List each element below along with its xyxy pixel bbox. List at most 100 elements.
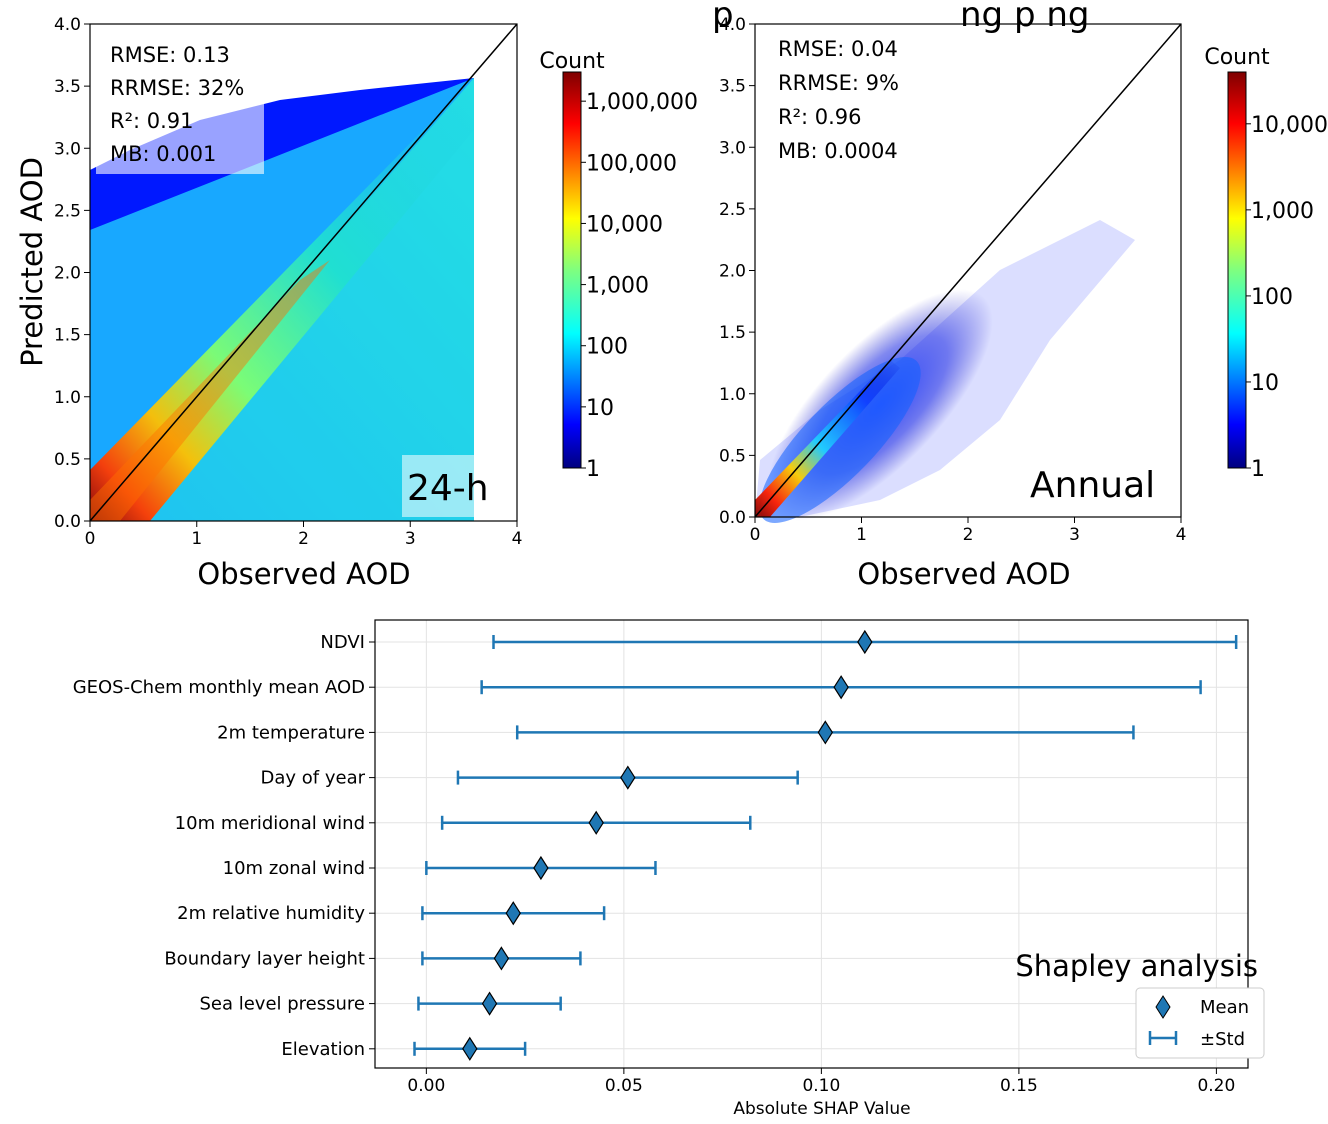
legend-label: ±Std xyxy=(1200,1029,1245,1050)
colorbar-24h-ticks: 1,000,000 100,000 10,000 1,000 100 10 1 xyxy=(581,90,698,482)
y-tick-label: 1.5 xyxy=(54,326,81,346)
x-tick-label: 2 xyxy=(963,525,974,545)
x-tick-label: 0 xyxy=(750,525,761,545)
shap-chart: 0.00 0.05 0.10 0.15 0.20 NDVI GEOS-Chem monthl… xyxy=(73,619,1265,1119)
colorbar-tick-label: 100 xyxy=(1251,285,1293,310)
y-tick-label: 2.5 xyxy=(54,201,81,221)
colorbar-tick-label: 100,000 xyxy=(586,151,677,176)
stat-line: RMSE: 0.04 xyxy=(778,37,898,61)
x-axis-label: Absolute SHAP Value xyxy=(733,1099,910,1119)
category-label: Day of year xyxy=(261,768,366,789)
x-axis-label: Observed AOD xyxy=(857,557,1070,591)
colorbar-tick-label: 100 xyxy=(586,335,628,360)
mean-marker xyxy=(833,675,849,700)
category-label: NDVI xyxy=(320,632,365,653)
x-axis-label: Observed AOD xyxy=(197,557,410,591)
stat-line: RMSE: 0.13 xyxy=(110,43,230,67)
stat-line: R²: 0.91 xyxy=(110,109,194,133)
stats-box-24h xyxy=(96,38,264,174)
heatmap-annual-ticks: 0 1 2 3 4 0.0 0.5 1.0 1.5 2.0 2.5 3.0 3.5 4.0 xyxy=(719,15,1186,545)
heatmap-24h: p 0 1 2 3 4 0.0 0.5 1.0 1.5 2.0 2.5 3.0 3.5 4.0 RMSE:… xyxy=(15,0,734,591)
mean-marker xyxy=(588,810,604,835)
y-tick-label: 2.5 xyxy=(719,200,746,220)
title-fragment: p xyxy=(712,0,734,35)
category-label: 2m temperature xyxy=(217,722,365,743)
y-tick-label: 3.5 xyxy=(54,77,81,97)
category-label: Sea level pressure xyxy=(199,994,365,1015)
mean-marker xyxy=(817,720,834,745)
x-tick-label: 0.15 xyxy=(1000,1076,1038,1096)
x-tick-label: 0.20 xyxy=(1197,1076,1235,1096)
panel-label: 24-h xyxy=(407,468,489,509)
y-tick-label: 3.5 xyxy=(719,77,746,97)
colorbar-title: Count xyxy=(539,49,605,74)
colorbar-annual xyxy=(1227,71,1247,469)
title-fragment: ng p ng xyxy=(960,0,1089,35)
y-tick-label: 1.5 xyxy=(719,323,746,343)
heatmap-24h-ticks: 0 1 2 3 4 0.0 0.5 1.0 1.5 2.0 2.5 3.0 3.5 4.0 xyxy=(54,15,522,549)
category-label: GEOS-Chem monthly mean AOD xyxy=(73,677,365,698)
stat-line: MB: 0.001 xyxy=(110,142,216,166)
colorbar-title: Count xyxy=(1204,45,1270,70)
label-box-24h xyxy=(402,455,474,517)
colorbar-tick-label: 10,000 xyxy=(1251,113,1328,138)
mean-marker xyxy=(533,855,549,881)
y-tick-label: 4.0 xyxy=(54,15,81,35)
heatmap-annual-plot-area xyxy=(755,220,1135,523)
colorbar-tick-label: 1,000 xyxy=(1251,199,1314,224)
x-tick-label: 3 xyxy=(1069,525,1080,545)
y-axis-label: Predicted AOD xyxy=(15,157,49,367)
y-tick-label: 0.5 xyxy=(719,446,746,466)
legend-mean-icon xyxy=(1155,995,1171,1019)
colorbar-tick-label: 1 xyxy=(586,457,600,482)
category-label: Elevation xyxy=(281,1039,365,1060)
mean-marker xyxy=(493,946,510,971)
y-tick-label: 0.0 xyxy=(719,508,746,528)
category-label: 10m zonal wind xyxy=(223,858,365,879)
y-tick-label: 3.0 xyxy=(54,139,81,159)
colorbar-tick-label: 10 xyxy=(586,396,614,421)
legend: Mean ±Std xyxy=(1135,987,1265,1059)
shap-marks: 0.00 0.05 0.10 0.15 0.20 NDVI GEOS-Chem monthl… xyxy=(73,629,1238,1096)
heatmap-annual: ng p ng 0 1 2 3 4 0.0 0.5 1.0 1.5 2.0 2.5 3.0 3.5 4.0… xyxy=(719,0,1328,591)
y-tick-label: 4.0 xyxy=(719,15,746,35)
y-tick-label: 2.0 xyxy=(54,264,81,284)
colorbar-24h xyxy=(562,71,582,469)
mean-marker xyxy=(620,765,636,790)
shap-title: Shapley analysis xyxy=(1015,949,1258,983)
x-tick-label: 3 xyxy=(405,529,416,549)
mean-marker xyxy=(857,629,873,655)
heatmap-annual-diagonal-ridge xyxy=(755,360,900,517)
shap-frame xyxy=(374,619,1249,1069)
colorbar-annual-ticks: 10,000 1,000 100 10 1 xyxy=(1246,113,1328,482)
y-tick-label: 0.0 xyxy=(54,512,81,532)
legend-label: Mean xyxy=(1200,997,1249,1018)
heatmap-24h-one-to-one-line xyxy=(89,23,518,522)
x-tick-label: 1 xyxy=(856,525,867,545)
category-label: 10m meridional wind xyxy=(175,813,365,834)
stat-line: RRMSE: 32% xyxy=(110,76,244,100)
y-tick-label: 3.0 xyxy=(719,138,746,158)
category-label: 2m relative humidity xyxy=(177,903,365,924)
x-tick-label: 0.05 xyxy=(605,1076,643,1096)
x-tick-label: 2 xyxy=(298,529,309,549)
colorbar-tick-label: 10 xyxy=(1251,371,1279,396)
x-tick-label: 0 xyxy=(85,529,96,549)
panel-label: Annual xyxy=(1030,465,1155,506)
x-tick-label: 4 xyxy=(1176,525,1187,545)
mean-marker xyxy=(505,901,521,926)
colorbar-tick-label: 10,000 xyxy=(586,212,663,237)
colorbar-tick-label: 1,000 xyxy=(586,274,649,299)
colorbar-tick-label: 1,000,000 xyxy=(586,90,698,115)
colorbar-tick-label: 1 xyxy=(1251,457,1265,482)
x-tick-label: 0.00 xyxy=(407,1076,445,1096)
legend-std-icon xyxy=(1148,1031,1178,1045)
mean-marker xyxy=(481,991,498,1016)
y-tick-label: 1.0 xyxy=(719,385,746,405)
mean-marker xyxy=(462,1036,478,1061)
stat-line: MB: 0.0004 xyxy=(778,139,898,163)
y-tick-label: 1.0 xyxy=(54,388,81,408)
heatmap-annual-one-to-one-line xyxy=(754,23,1182,518)
